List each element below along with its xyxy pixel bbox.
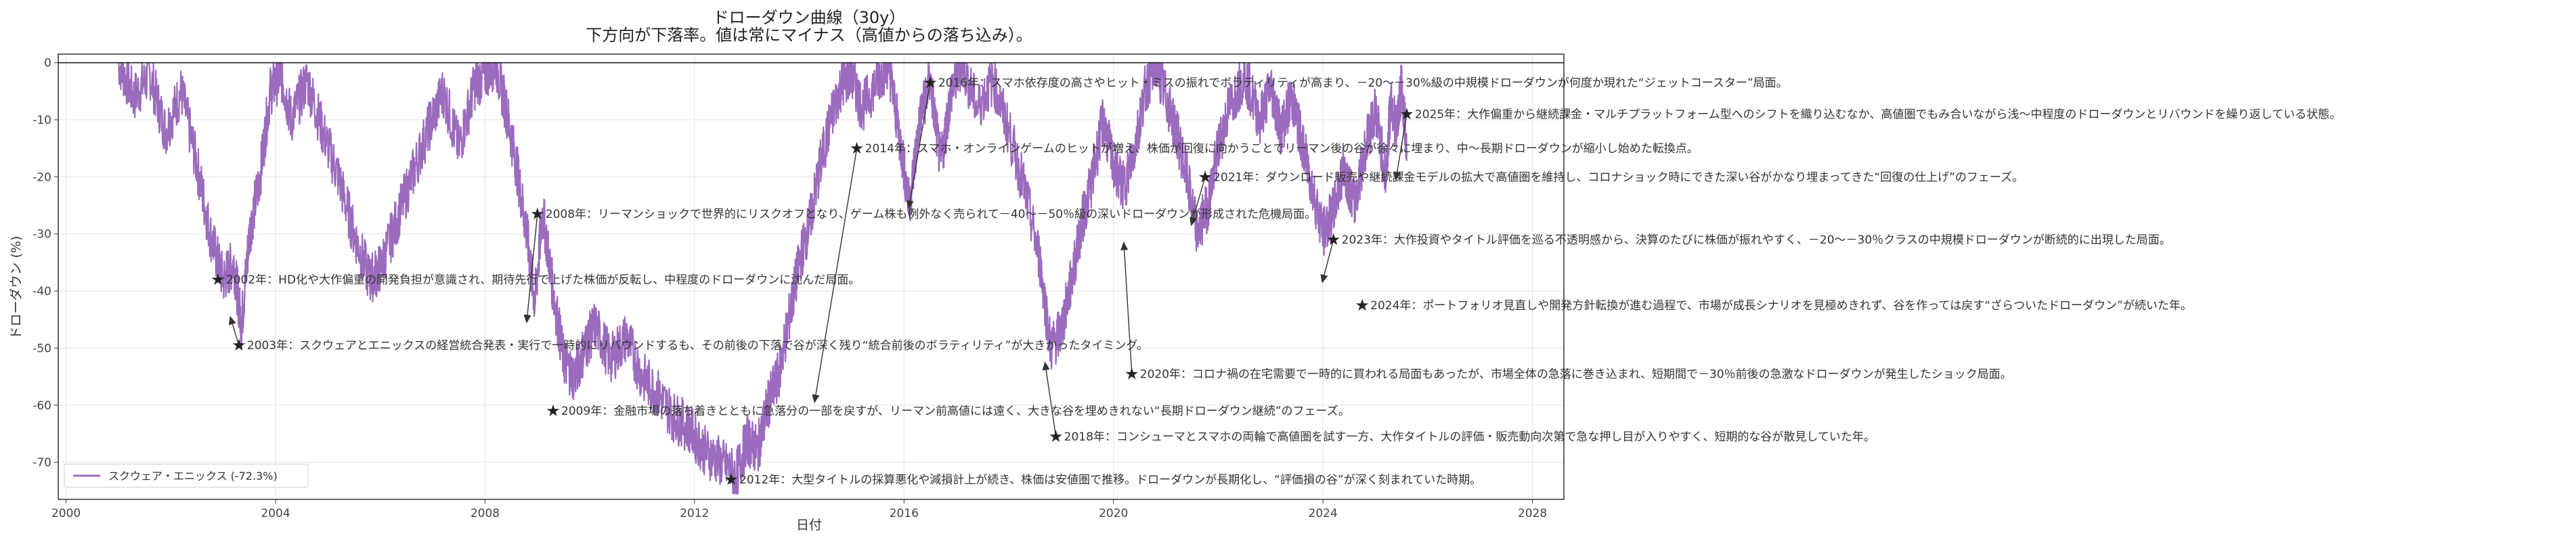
x-axis-label: 日付	[796, 518, 822, 533]
annotation-star-icon: ★	[1125, 364, 1139, 383]
y-tick-label: 0	[44, 57, 51, 70]
legend: スクウェア・エニックス (-72.3%)	[64, 464, 309, 488]
x-tick-label: 2008	[471, 507, 500, 520]
annotation-text: 2021年：ダウンロード販売や継続課金モデルの拡大で高値圏を維持し、コロナショッ…	[1213, 170, 2024, 184]
annotation-star-icon: ★	[850, 139, 865, 158]
annotation-star-icon: ★	[1326, 230, 1341, 249]
annotation-star-icon: ★	[232, 336, 246, 355]
annotation-arrow	[1189, 177, 1206, 227]
x-tick-label: 2028	[1518, 507, 1547, 520]
annotation-text: 2023年：大作投資やタイトル評価を巡る不透明感から、決算のたびに株価が振れやす…	[1342, 233, 2171, 247]
annotation-layer: ★ 2002年：HD化や大作偏重の開発負担が意識され、期待先行で上げた株価が反転し…	[211, 73, 2341, 489]
annotation-text: 2002年：HD化や大作偏重の開発負担が意識され、期待先行で上げた株価が反転し、…	[226, 273, 860, 287]
chart-subtitle: 下方向が下落率。値は常にマイナス（高値からの落ち込み）。	[586, 26, 1032, 45]
annotation-star-icon: ★	[1399, 105, 1414, 124]
series-line	[118, 62, 1407, 495]
annotation-arrow	[906, 83, 931, 210]
y-tick-label: -20	[32, 171, 51, 184]
annotation-arrow	[523, 214, 538, 323]
annotation-text: 2003年：スクウェアとエニックスの経営統合発表・実行で一時的にリバウンドするも…	[247, 339, 1148, 353]
annotation-arrow	[1042, 361, 1057, 437]
y-tick-label: -40	[32, 285, 51, 298]
annotation-arrow	[812, 148, 858, 403]
annotation-text: 2025年：大作偏重から継続課金・マルチプラットフォーム型へのシフトを織り込むな…	[1415, 108, 2341, 122]
grid-lines	[58, 54, 1564, 499]
annotation-text: 2009年：金融市場の落ち着きとともに急落分の一部を戻すが、リーマン前高値には遠…	[561, 405, 1350, 418]
annotation-arrow	[1120, 242, 1133, 374]
y-tick-label: -60	[32, 399, 51, 413]
x-tick-label: 2024	[1309, 507, 1338, 520]
annotation-text: 2008年：リーマンショックで世界的にリスクオフとなり、ゲーム株も例外なく売られ…	[546, 208, 1316, 221]
x-tick-label: 2004	[261, 507, 290, 520]
legend-label: スクウェア・エニックス (-72.3%)	[108, 470, 278, 482]
y-tick-label: -70	[32, 456, 51, 470]
annotation-text: 2020年：コロナ禍の在宅需要で一時的に買われる局面もあったが、市場全体の急落に…	[1140, 367, 2012, 381]
annotation-text: 2012年：大型タイトルの採算悪化や減損計上が続き、株価は安値圏で推移。ドローダ…	[739, 473, 1481, 487]
y-axis-ticks: 0 -10 -20 -30 -40 -50 -60 -70	[32, 57, 58, 470]
annotation-star-icon: ★	[1355, 296, 1370, 315]
y-axis-label: ドローダウン (%)	[9, 236, 24, 340]
annotation-star-icon: ★	[1049, 427, 1064, 446]
y-tick-label: -50	[32, 342, 51, 355]
chart-title: ドローダウン曲線（30y）	[713, 8, 906, 27]
legend-box	[64, 464, 309, 488]
annotation-arrow	[1320, 239, 1334, 284]
annotation-arrow	[1393, 114, 1407, 181]
annotation-text: 2018年：コンシューマとスマホの両輪で高値圏を試す一方、大作タイトルの評価・販…	[1064, 430, 1875, 444]
y-tick-label: -30	[32, 228, 51, 242]
x-tick-label: 2000	[51, 507, 81, 520]
annotation-star-icon: ★	[211, 270, 225, 289]
x-tick-label: 2020	[1099, 507, 1128, 520]
x-tick-label: 2016	[890, 507, 919, 520]
x-axis-ticks: 2000 2004 2008 2012 2016 2020 2024 2028	[51, 499, 1547, 520]
annotation-star-icon: ★	[546, 401, 561, 420]
annotation-text: 2014年：スマホ・オンラインゲームのヒットが増え、株価が回復に向かうことでリー…	[865, 142, 1699, 156]
x-tick-label: 2012	[680, 507, 709, 520]
annotation-text: 2024年：ポートフォリオ見直しや開発方針転換が進む過程で、市場が成長シナリオを…	[1370, 298, 2192, 313]
annotation-star-icon: ★	[923, 73, 938, 92]
annotation-star-icon: ★	[724, 470, 739, 489]
annotation-star-icon: ★	[530, 204, 545, 223]
annotation-arrow	[228, 315, 240, 346]
plot-frame	[58, 53, 1565, 500]
annotation-text: 2016年：スマホ依存度の高さやヒット・ミスの振れでボラティリティが高まり、－2…	[938, 76, 1788, 90]
y-tick-label: -10	[32, 114, 51, 127]
series-layer	[118, 62, 1407, 495]
annotation-star-icon: ★	[1198, 167, 1213, 186]
